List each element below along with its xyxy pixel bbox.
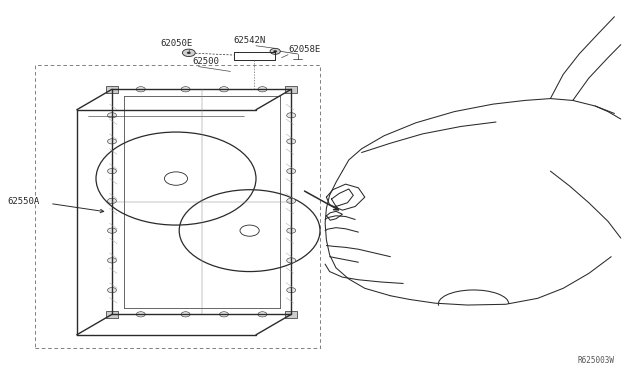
Circle shape bbox=[273, 50, 277, 52]
Circle shape bbox=[287, 228, 296, 233]
Circle shape bbox=[108, 258, 116, 263]
Bar bbox=[35, 65, 320, 348]
Bar bbox=[106, 86, 118, 93]
Circle shape bbox=[258, 87, 267, 92]
Text: 62050E: 62050E bbox=[160, 39, 192, 48]
Bar bbox=[285, 311, 297, 318]
Bar bbox=[285, 86, 297, 93]
Circle shape bbox=[287, 113, 296, 118]
Bar bbox=[106, 311, 118, 318]
Circle shape bbox=[220, 312, 228, 317]
Text: 62542N: 62542N bbox=[234, 36, 266, 45]
Circle shape bbox=[287, 258, 296, 263]
Circle shape bbox=[258, 312, 267, 317]
Circle shape bbox=[108, 169, 116, 174]
Circle shape bbox=[136, 87, 145, 92]
Circle shape bbox=[220, 87, 228, 92]
Circle shape bbox=[136, 312, 145, 317]
Circle shape bbox=[187, 52, 191, 54]
Circle shape bbox=[182, 49, 195, 57]
Circle shape bbox=[108, 288, 116, 293]
Circle shape bbox=[270, 48, 280, 54]
Circle shape bbox=[108, 198, 116, 203]
Circle shape bbox=[287, 139, 296, 144]
Text: 62500: 62500 bbox=[192, 57, 219, 66]
Circle shape bbox=[287, 198, 296, 203]
Circle shape bbox=[287, 288, 296, 293]
Circle shape bbox=[181, 312, 190, 317]
Circle shape bbox=[181, 87, 190, 92]
Circle shape bbox=[108, 139, 116, 144]
Text: 62058E: 62058E bbox=[288, 45, 320, 54]
Circle shape bbox=[108, 113, 116, 118]
Circle shape bbox=[108, 228, 116, 233]
Text: R625003W: R625003W bbox=[577, 356, 614, 365]
Circle shape bbox=[287, 169, 296, 174]
Text: 62550A: 62550A bbox=[8, 197, 40, 206]
